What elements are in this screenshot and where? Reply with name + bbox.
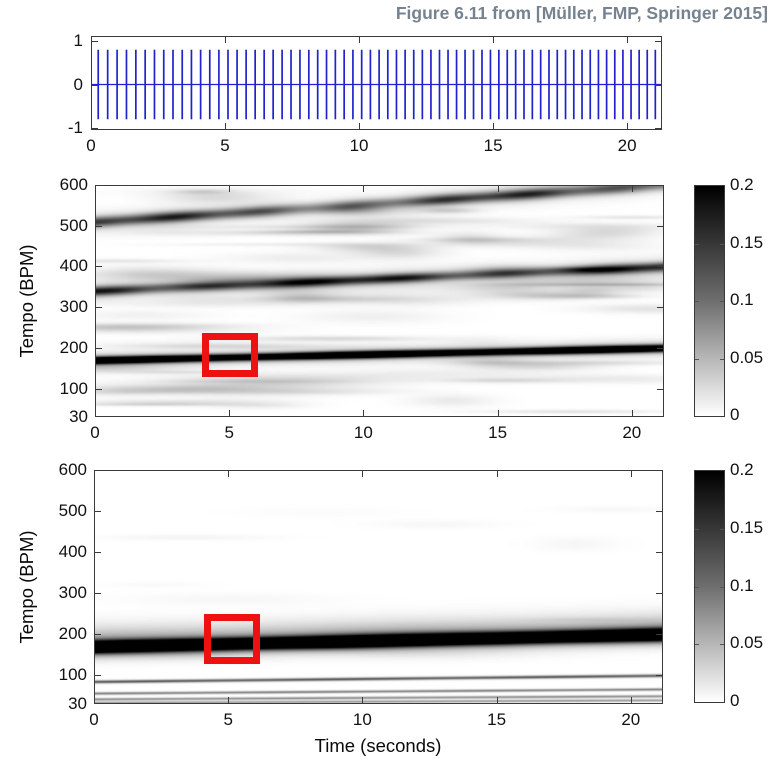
autocorr-highlight-box: [204, 614, 260, 664]
wave-y-tick-label: 1: [73, 31, 83, 50]
click-track-waveform: [91, 49, 662, 120]
time-tick-label: 10: [353, 423, 373, 442]
tempo-tick-label: 30: [69, 407, 88, 426]
colorbar-tick-label: 0.05: [730, 347, 764, 367]
wave-x-tick-label: 15: [483, 136, 503, 155]
axis-ticks: [94, 470, 663, 704]
time-tick-label: 20: [621, 710, 641, 729]
tempo-tick-label: 100: [59, 378, 88, 398]
time-tick-label: 0: [90, 423, 100, 442]
tempo-tick-label: 300: [59, 297, 88, 317]
colorbar-tick-label: 0.1: [730, 290, 754, 309]
wave-x-tick-label: 0: [86, 136, 96, 155]
tempo-tick-label: 600: [58, 460, 87, 479]
wave-x-tick-label: 10: [349, 136, 369, 155]
time-tick-label: 15: [488, 423, 508, 442]
colorbar-tick-label: 0.2: [730, 175, 754, 194]
tempo-tick-label: 500: [58, 501, 87, 521]
colorbar-tick-label: 0: [730, 405, 740, 424]
colorbar-autocorr: [694, 470, 725, 703]
fourier-tempogram-canvas: [95, 185, 664, 417]
wave-x-tick-label: 20: [617, 136, 637, 155]
tempo-tick-label: 500: [59, 215, 88, 235]
time-axis-label: Time (seconds): [314, 735, 442, 756]
colorbar-tick-label: 0: [730, 691, 740, 710]
time-tick-label: 10: [352, 710, 372, 729]
click-track-panel: [91, 36, 662, 130]
colorbar-ticks: [695, 244, 724, 360]
tempo-tick-label: 100: [58, 665, 87, 685]
wave-x-tick-label: 5: [220, 136, 230, 155]
colorbar-tick-label: 0.05: [730, 633, 764, 653]
autocorr-tempogram-canvas: [94, 470, 663, 704]
fourier-tempogram-panel: [95, 185, 664, 417]
tempo-tick-label: 30: [68, 694, 87, 713]
wave-y-tick-label: -1: [67, 118, 83, 137]
colorbar-fourier: [694, 185, 725, 417]
tempo-tick-label: 400: [59, 256, 88, 276]
time-tick-label: 15: [487, 710, 507, 729]
time-tick-label: 5: [224, 423, 234, 442]
time-tick-label: 20: [622, 423, 642, 442]
tempo-tick-label: 300: [58, 583, 87, 603]
figure-caption: Figure 6.11 from [Müller, FMP, Springer …: [395, 3, 768, 23]
tempo-tick-label: 400: [58, 542, 87, 562]
fourier-highlight-box: [202, 333, 258, 377]
colorbar-tick-label: 0.2: [730, 460, 754, 479]
tempo-tick-label: 600: [59, 175, 88, 194]
axis-ticks: [95, 185, 664, 417]
axis-ticks: [91, 36, 662, 130]
tempo-tick-label: 200: [59, 337, 88, 357]
wave-y-tick-label: 0: [73, 74, 83, 94]
tempo-tick-label: 200: [58, 624, 87, 644]
colorbar-tick-label: 0.1: [730, 575, 754, 595]
colorbar-tick-label: 0.15: [730, 517, 764, 537]
colorbar-ticks: [695, 529, 724, 645]
colorbar-tick-label: 0.15: [730, 232, 764, 252]
time-tick-label: 0: [89, 710, 99, 729]
time-tick-label: 5: [223, 710, 233, 729]
autocorr-tempogram-panel: [94, 470, 663, 704]
